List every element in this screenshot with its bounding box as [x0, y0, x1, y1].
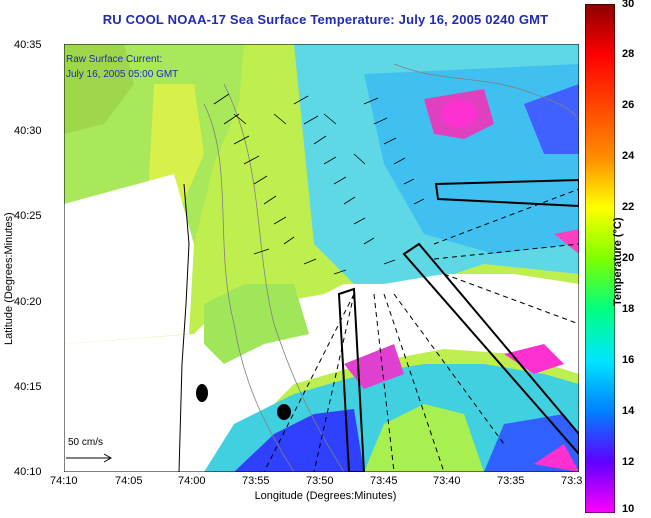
- cbar-tick-18: 18: [622, 303, 635, 315]
- cbar-tick-26: 26: [622, 99, 635, 111]
- x-tick-2: 74:00: [178, 475, 206, 487]
- y-tick-4: 40:15: [14, 381, 42, 393]
- y-tick-1: 40:30: [14, 125, 42, 137]
- y-tick-5: 40:10: [14, 466, 42, 478]
- x-tick-0: 74:10: [50, 475, 78, 487]
- temperature-colorbar: [585, 4, 615, 513]
- y-tick-3: 40:20: [14, 296, 42, 308]
- cbar-tick-14: 14: [622, 405, 635, 417]
- x-tick-3: 73:55: [242, 475, 270, 487]
- y-tick-2: 40:25: [14, 210, 42, 222]
- legend-line-2: July 16, 2005 05:00 GMT: [66, 69, 179, 80]
- x-tick-6: 73:40: [433, 475, 461, 487]
- legend-line-1: Raw Surface Current:: [66, 54, 163, 65]
- x-tick-1: 74:05: [115, 475, 143, 487]
- scale-label: 50 cm/s: [68, 437, 104, 448]
- colorbar-title: Temperature (°C): [612, 217, 624, 306]
- x-tick-7: 73:35: [497, 475, 525, 487]
- cbar-tick-10: 10: [622, 503, 635, 515]
- sst-map: [64, 44, 579, 472]
- x-tick-4: 73:50: [306, 475, 334, 487]
- cbar-tick-30: 30: [622, 0, 635, 10]
- cbar-tick-20: 20: [622, 252, 635, 264]
- x-tick-8: 73:3: [561, 475, 583, 487]
- cbar-tick-28: 28: [622, 48, 635, 60]
- cbar-tick-16: 16: [622, 354, 635, 366]
- x-tick-5: 73:45: [370, 475, 398, 487]
- scale-arrow: [66, 453, 113, 463]
- map-title: RU COOL NOAA-17 Sea Surface Temperature:…: [102, 12, 549, 27]
- cbar-tick-12: 12: [622, 456, 635, 468]
- cbar-tick-22: 22: [622, 201, 635, 213]
- y-tick-0: 40:35: [14, 39, 42, 51]
- y-axis-title: Latitude (Degrees:Minutes): [3, 212, 15, 345]
- cbar-tick-24: 24: [622, 150, 635, 162]
- x-axis-title: Longitude (Degrees:Minutes): [254, 490, 397, 502]
